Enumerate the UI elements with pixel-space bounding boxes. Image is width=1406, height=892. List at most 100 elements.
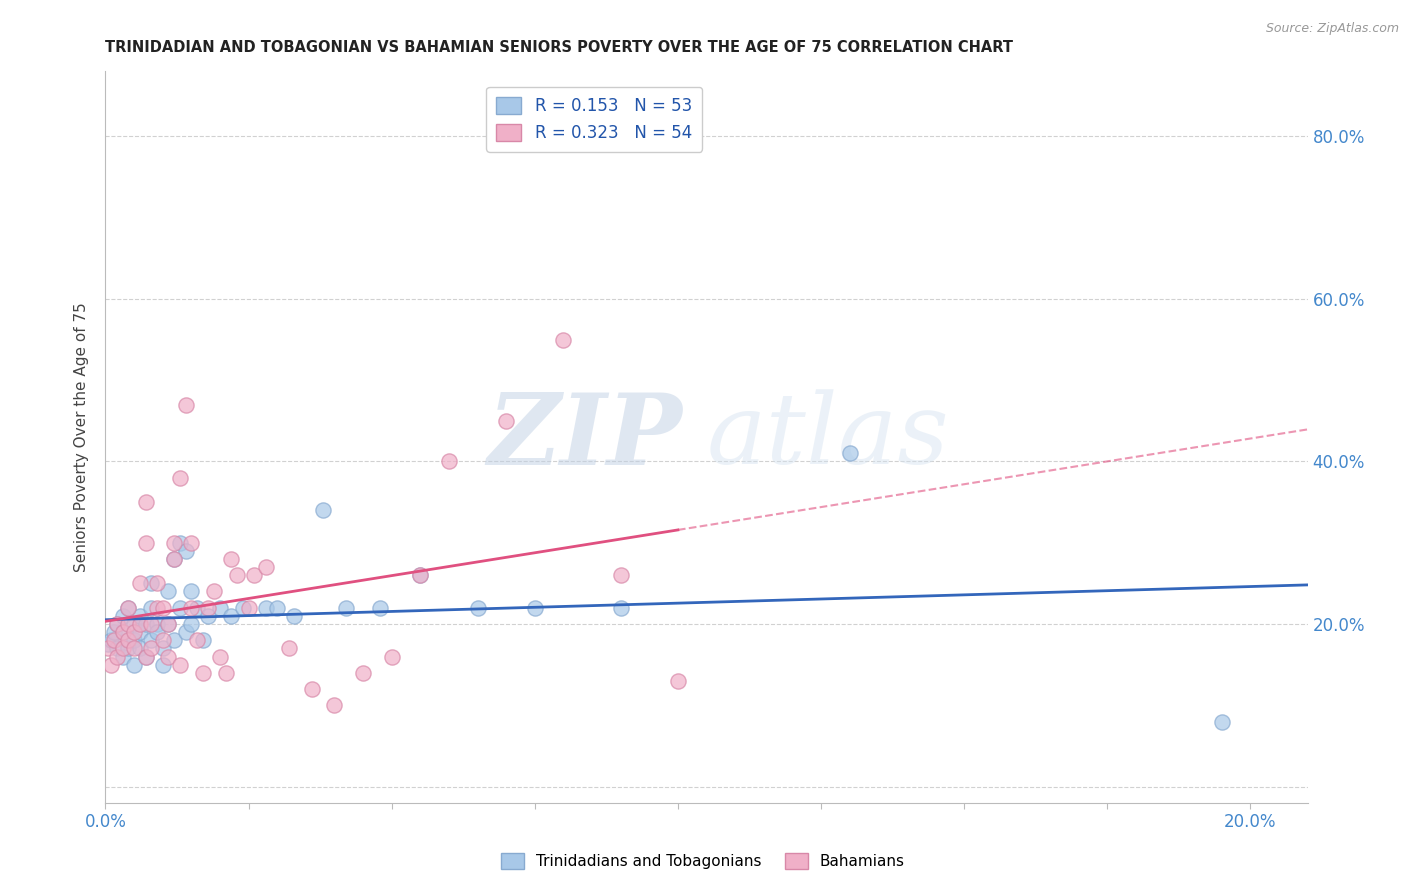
Point [609, 600, 631, 615]
Point [202, 584, 225, 599]
Point [117, 617, 139, 632]
Point [111, 625, 134, 640]
Point [157, 617, 180, 632]
Point [221, 552, 243, 566]
Point [180, 584, 202, 599]
Point [152, 641, 174, 656]
Point [174, 398, 197, 412]
Point [152, 657, 174, 672]
Point [100, 657, 122, 672]
Point [169, 600, 191, 615]
Point [152, 600, 174, 615]
Text: atlas: atlas [707, 390, 949, 484]
Point [141, 641, 163, 656]
Text: TRINIDADIAN AND TOBAGONIAN VS BAHAMIAN SENIORS POVERTY OVER THE AGE OF 75 CORREL: TRINIDADIAN AND TOBAGONIAN VS BAHAMIAN S… [105, 40, 1014, 55]
Point [135, 649, 157, 664]
Point [157, 649, 180, 664]
Point [409, 568, 432, 582]
Point [1211, 714, 1233, 729]
Point [122, 625, 145, 640]
Point [197, 600, 219, 615]
Point [128, 608, 150, 623]
Point [266, 600, 288, 615]
Point [208, 600, 231, 615]
Point [312, 503, 335, 517]
Point [157, 584, 180, 599]
Point [103, 625, 125, 640]
Point [197, 608, 219, 623]
Point [495, 414, 517, 428]
Point [174, 625, 197, 640]
Point [128, 625, 150, 640]
Legend: R = 0.153   N = 53, R = 0.323   N = 54: R = 0.153 N = 53, R = 0.323 N = 54 [486, 87, 702, 152]
Y-axis label: Seniors Poverty Over the Age of 75: Seniors Poverty Over the Age of 75 [75, 302, 90, 572]
Point [135, 617, 157, 632]
Point [609, 568, 631, 582]
Point [208, 649, 231, 664]
Point [128, 617, 150, 632]
Point [301, 681, 323, 696]
Point [174, 544, 197, 558]
Point [323, 698, 346, 713]
Point [105, 617, 128, 632]
Point [117, 633, 139, 648]
Point [141, 633, 163, 648]
Point [186, 633, 208, 648]
Point [553, 333, 575, 347]
Point [122, 641, 145, 656]
Point [523, 600, 546, 615]
Point [141, 576, 163, 591]
Point [111, 608, 134, 623]
Point [146, 625, 169, 640]
Point [169, 471, 191, 485]
Legend: Trinidadians and Tobagonians, Bahamians: Trinidadians and Tobagonians, Bahamians [495, 847, 911, 875]
Point [277, 641, 299, 656]
Point [238, 600, 260, 615]
Point [111, 625, 134, 640]
Point [163, 633, 186, 648]
Point [141, 600, 163, 615]
Point [169, 535, 191, 549]
Point [226, 568, 249, 582]
Point [180, 600, 202, 615]
Point [122, 633, 145, 648]
Text: Source: ZipAtlas.com: Source: ZipAtlas.com [1265, 22, 1399, 36]
Point [146, 600, 169, 615]
Point [146, 576, 169, 591]
Point [169, 657, 191, 672]
Point [128, 641, 150, 656]
Point [467, 600, 489, 615]
Point [409, 568, 432, 582]
Point [135, 649, 157, 664]
Point [157, 617, 180, 632]
Point [180, 535, 202, 549]
Point [254, 600, 277, 615]
Point [152, 633, 174, 648]
Point [214, 665, 236, 680]
Point [135, 535, 157, 549]
Point [141, 617, 163, 632]
Point [111, 649, 134, 664]
Point [103, 633, 125, 648]
Point [163, 535, 186, 549]
Point [117, 600, 139, 615]
Point [437, 454, 460, 468]
Point [117, 641, 139, 656]
Point [838, 446, 860, 460]
Text: ZIP: ZIP [488, 389, 682, 485]
Point [666, 673, 689, 688]
Point [243, 568, 266, 582]
Point [105, 649, 128, 664]
Point [105, 617, 128, 632]
Point [232, 600, 254, 615]
Point [163, 552, 186, 566]
Point [254, 560, 277, 574]
Point [97, 637, 120, 651]
Point [122, 657, 145, 672]
Point [221, 608, 243, 623]
Point [163, 552, 186, 566]
Point [97, 641, 120, 656]
Point [128, 576, 150, 591]
Point [180, 617, 202, 632]
Point [352, 665, 374, 680]
